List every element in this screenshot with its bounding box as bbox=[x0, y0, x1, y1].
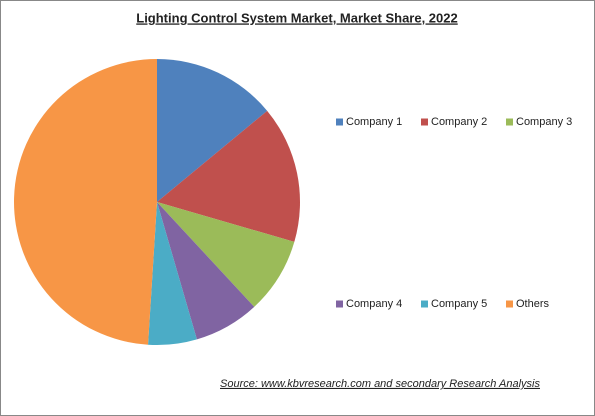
legend-swatch bbox=[506, 300, 513, 308]
pie-slice bbox=[157, 110, 301, 242]
legend-swatch bbox=[421, 300, 428, 308]
chart-title: Lighting Control System Market, Market S… bbox=[136, 10, 457, 25]
pie-slice bbox=[157, 59, 268, 202]
legend-label: Company 1 bbox=[346, 116, 402, 128]
legend-swatch bbox=[336, 118, 343, 126]
legend-swatch bbox=[336, 300, 343, 308]
legend-label: Company 3 bbox=[516, 116, 572, 128]
legend-label: Company 5 bbox=[431, 298, 487, 310]
legend-label: Others bbox=[516, 298, 550, 310]
pie-slice bbox=[13, 59, 157, 345]
pie-slice bbox=[148, 202, 197, 345]
legend-swatch bbox=[421, 118, 428, 126]
pie-slice bbox=[157, 202, 255, 340]
pie-slice bbox=[157, 202, 295, 307]
legend-label: Company 2 bbox=[431, 116, 487, 128]
legend-swatch bbox=[506, 118, 513, 126]
source-note: Source: www.kbvresearch.com and secondar… bbox=[220, 378, 540, 390]
legend-label: Company 4 bbox=[346, 298, 402, 310]
